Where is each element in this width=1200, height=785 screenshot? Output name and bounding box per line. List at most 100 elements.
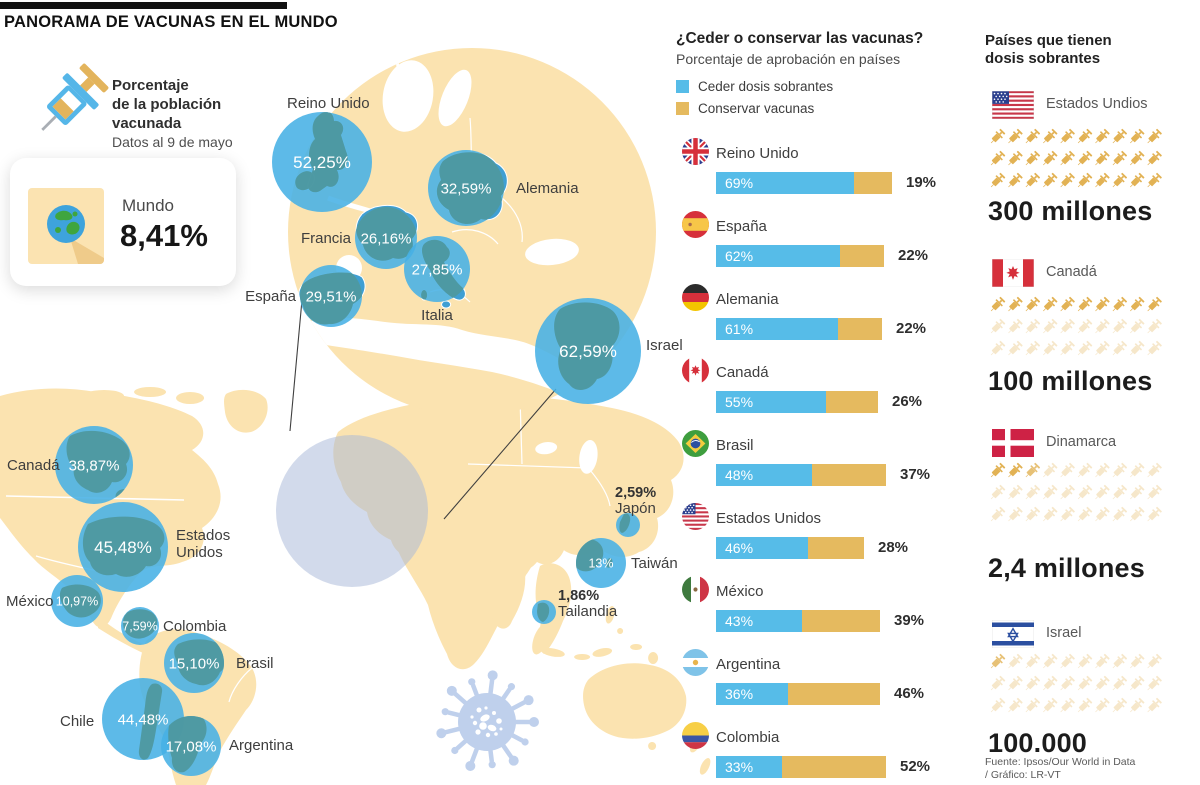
bar-ceder: 62%: [716, 245, 840, 267]
survey-country: Canadá: [716, 364, 769, 381]
map-label-japon: Japón: [615, 500, 656, 517]
bar-conservar: [854, 172, 892, 194]
survey-conservar-value: 28%: [878, 539, 909, 556]
doses-country: Israel: [1046, 625, 1082, 641]
bubble-value-taiwan: 13%: [588, 557, 613, 571]
map-labels: Canadá Estados Unidos México Colombia Brasil C…: [6, 95, 683, 754]
bar-ceder: 55%: [716, 391, 826, 413]
bubble-value-estados-unidos: 45,48%: [94, 538, 152, 557]
world-label: Mundo: [122, 196, 174, 215]
bar-conservar: [782, 756, 886, 778]
flag-br-icon: [682, 430, 709, 457]
flag-uk-icon: [682, 138, 709, 165]
survey-subtitle: Porcentaje de aprobación en países: [676, 51, 901, 67]
syringe-pictogram: [988, 296, 1163, 358]
flag-es-icon: [682, 211, 709, 238]
bubble-value-reino-unido: 52,25%: [293, 153, 351, 172]
survey-conservar-value: 52%: [900, 758, 931, 775]
map-label-chile: Chile: [60, 713, 94, 730]
map-label-mexico: México: [6, 593, 54, 610]
bar-conservar: [802, 610, 880, 632]
bubble-value-brasil: 15,10%: [169, 655, 220, 672]
map-label-canada: Canadá: [7, 457, 60, 474]
inland-seas: [535, 440, 598, 474]
doses-amount: 100.000: [988, 728, 1087, 758]
survey-bar: 55%: [716, 391, 878, 413]
flag-ca-icon: [682, 357, 709, 384]
legend-ceder-swatch: [676, 80, 689, 93]
bar-conservar: [788, 683, 880, 705]
survey-country: Reino Unido: [716, 145, 799, 162]
survey-conservar-value: 22%: [898, 247, 929, 264]
magnifier-connectors: [289, 288, 557, 520]
survey-conservar-value: 22%: [896, 320, 927, 337]
survey-conservar-value: 37%: [900, 466, 931, 483]
map-label-brasil: Brasil: [236, 655, 274, 672]
title-rule: [0, 2, 287, 9]
bubble-value-alemania: 32,59%: [441, 180, 492, 197]
world-value: 8,41%: [120, 218, 208, 253]
syringe-pictogram: [988, 128, 1163, 190]
flag-us-icon: [682, 503, 709, 530]
flag-mx-icon: [682, 576, 709, 603]
bar-ceder: 46%: [716, 537, 808, 559]
bubble-value-espana: 29,51%: [306, 288, 357, 305]
map-label-alemania: Alemania: [516, 180, 579, 197]
survey-bar: 48%: [716, 464, 886, 486]
bar-conservar: [840, 245, 884, 267]
survey-country: Estados Unidos: [716, 510, 822, 527]
map-label-taiwan: Taiwán: [631, 555, 678, 572]
syringe-pictogram: [988, 653, 1163, 715]
legend-conservar-swatch: [676, 102, 689, 115]
bubble-value-canada: 38,87%: [69, 457, 120, 474]
survey-country: Alemania: [716, 291, 779, 308]
map-label-tailandia: Tailandia: [558, 603, 618, 620]
bar-ceder: 36%: [716, 683, 788, 705]
bubble-value-francia: 26,16%: [361, 230, 412, 247]
bubble-value-argentina: 17,08%: [166, 738, 217, 755]
map-label-espana: España: [245, 288, 297, 305]
bar-conservar: [808, 537, 864, 559]
survey-conservar-value: 46%: [894, 685, 925, 702]
bubble-value-japon: 2,59%: [615, 485, 656, 501]
intro-heading: Porcentaje de la población vacunada: [112, 77, 222, 132]
survey-bar: 36%: [716, 683, 880, 705]
survey-conservar-value: 26%: [892, 393, 923, 410]
survey-country: Brasil: [716, 437, 754, 454]
map-label-francia: Francia: [301, 230, 352, 247]
survey-bar: 43%: [716, 610, 880, 632]
map-label-argentina: Argentina: [229, 737, 294, 754]
map-label-estados-unidos: Estados Unidos: [176, 527, 230, 561]
map-label-colombia: Colombia: [163, 618, 227, 635]
lens-source-circle: [276, 435, 428, 587]
survey-country: México: [716, 583, 764, 600]
doses-amount: 100 millones: [988, 366, 1153, 396]
vaccination-bubbles: 38,87% 45,48% 10,97% 7,59% 15,10% 44,48% 17,08…: [51, 112, 641, 776]
intro-date: Datos al 9 de mayo: [112, 134, 233, 150]
bar-ceder: 33%: [716, 756, 782, 778]
flag-dk-rect-icon: [992, 429, 1034, 457]
flag-ca-rect-icon: [992, 259, 1034, 287]
magnifier-seas: [290, 57, 579, 400]
bar-conservar: [838, 318, 882, 340]
flag-de-icon: [682, 284, 709, 311]
map-label-israel: Israel: [646, 337, 683, 354]
doses-amount: 2,4 millones: [988, 553, 1145, 583]
doses-country: Dinamarca: [1046, 434, 1117, 450]
bar-ceder: 43%: [716, 610, 802, 632]
source-note: Fuente: Ipsos/Our World in Data / Gráfic…: [985, 756, 1136, 781]
survey-conservar-value: 39%: [894, 612, 925, 629]
syringe-pictogram: [988, 462, 1163, 524]
map-label-reino-unido: Reino Unido: [287, 95, 370, 112]
flag-il-rect-icon: [992, 620, 1034, 648]
bubble-value-mexico: 10,97%: [56, 595, 98, 609]
coronavirus-icon: [436, 670, 539, 771]
bubble-value-italia: 27,85%: [412, 261, 463, 278]
survey-country: Argentina: [716, 656, 781, 673]
doses-amount: 300 millones: [988, 196, 1153, 226]
bar-ceder: 61%: [716, 318, 838, 340]
survey-bar: 46%: [716, 537, 864, 559]
page-title: PANORAMA DE VACUNAS EN EL MUNDO: [4, 13, 338, 31]
bubble-value-chile: 44,48%: [118, 711, 169, 728]
